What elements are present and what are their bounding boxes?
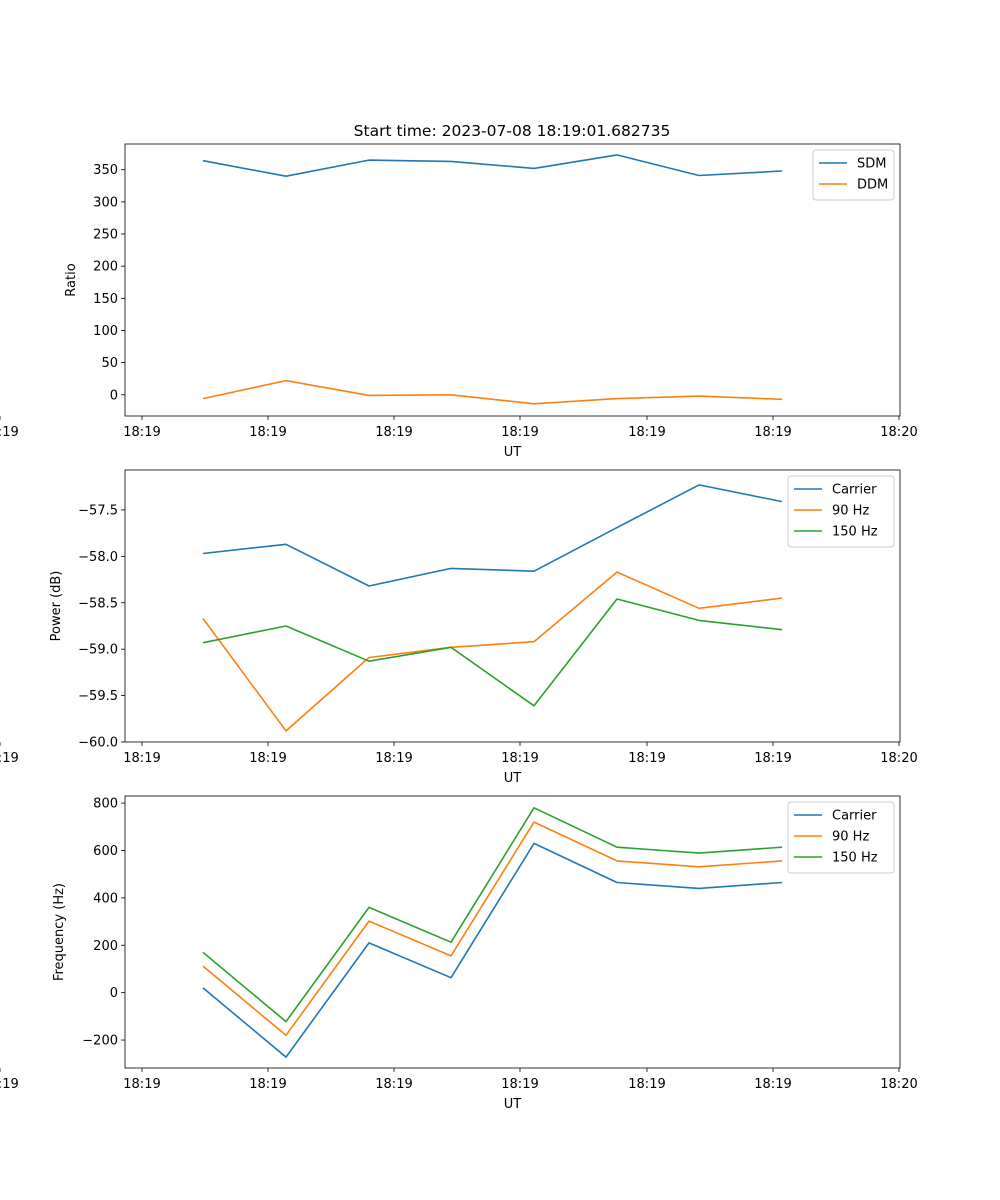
y-tick-label: 400 [93,891,118,906]
subplot-2: 18:19 18:19 18:19 18:19 18:19 18:19 18:19 18:20… [0,469,918,786]
y-tick-label: 0 [110,986,118,1001]
legend-label: Carrier [832,483,877,498]
series-line-150-hz [202,806,783,1023]
y-tick-label: 600 [93,844,118,859]
legend: Carrier 90 Hz 150 Hz [787,801,895,874]
axes-frame [124,469,901,743]
series-line-90-hz [202,571,783,732]
x-tick-label: 18:19 [249,751,286,766]
x-axis-label: UT [504,771,522,786]
subplot-1: 18:19 18:19 18:19 18:19 18:19 18:19 18:19 18:20… [0,143,918,460]
y-axis-label: Ratio [64,263,79,296]
x-tick-label: 18:20 [880,1077,917,1092]
series-line-carrier [202,484,783,587]
chart-title: Start time: 2023-07-08 18:19:01.682735 [354,122,671,140]
x-tick-label: 18:19 [628,1077,665,1092]
x-tick-label: 18:19 [375,1077,412,1092]
y-tick-label: −58.0 [78,550,118,565]
y-tick-label: −200 [82,1034,118,1049]
x-axis-label: UT [504,1097,522,1112]
y-tick-label: −57.5 [78,503,118,518]
legend: SDM DDM [812,149,895,201]
axes-frame [124,143,901,417]
x-tick-label: 18:20 [880,425,917,440]
x-tick-label: 18:19 [0,425,19,440]
y-tick-label: 100 [93,324,118,339]
axes-frame [124,795,901,1069]
x-tick-label: 18:19 [501,425,538,440]
legend-label: 90 Hz [832,504,869,519]
x-tick-label: 18:19 [754,751,791,766]
y-tick-label: 800 [93,797,118,812]
series-line-ddm [202,379,783,405]
x-tick-label: 18:19 [375,425,412,440]
y-tick-label: 350 [93,163,118,178]
y-tick-label: 300 [93,195,118,210]
legend-label: 150 Hz [832,851,878,866]
y-tick-label: −59.0 [78,643,118,658]
legend-label: Carrier [832,809,877,824]
y-tick-label: −58.5 [78,596,118,611]
y-tick-label: −59.5 [78,689,118,704]
y-tick-label: 0 [110,388,118,403]
legend-label: SDM [857,157,886,172]
x-tick-label: 18:19 [123,425,160,440]
x-tick-label: 18:19 [249,1077,286,1092]
y-tick-label: 200 [93,939,118,954]
y-tick-label: 200 [93,260,118,275]
x-tick-label: 18:19 [628,751,665,766]
y-tick-label: 150 [93,292,118,307]
x-tick-label: 18:19 [123,1077,160,1092]
subplot-3: 18:19 18:19 18:19 18:19 18:19 18:19 18:19 18:20… [0,795,918,1112]
y-axis-label: Power (dB) [49,571,64,642]
x-tick-label: 18:19 [0,1077,19,1092]
legend-frame [787,475,895,548]
x-tick-label: 18:19 [501,751,538,766]
legend-label: 150 Hz [832,525,878,540]
x-tick-label: 18:19 [628,425,665,440]
x-tick-label: 18:20 [880,751,917,766]
x-axis-label: UT [504,445,522,460]
legend-label: 90 Hz [832,830,869,845]
legend: Carrier 90 Hz 150 Hz [787,475,895,548]
x-tick-label: 18:19 [501,1077,538,1092]
x-tick-label: 18:19 [123,751,160,766]
y-tick-label: 50 [101,356,118,371]
legend-frame [787,801,895,874]
series-line-150-hz [202,598,783,707]
x-tick-label: 18:19 [754,425,791,440]
y-tick-label: −60.0 [78,736,118,751]
legend-label: DDM [857,178,888,193]
series-line-carrier [202,842,783,1058]
x-tick-label: 18:19 [249,425,286,440]
x-tick-label: 18:19 [754,1077,791,1092]
y-axis-label: Frequency (Hz) [52,883,67,981]
x-tick-label: 18:19 [375,751,412,766]
x-tick-label: 18:19 [0,751,19,766]
series-line-90-hz [202,821,783,1037]
plot-layer: 18:19 18:19 18:19 18:19 18:19 18:19 18:19 18:20… [0,143,918,1112]
series-line-sdm [202,154,783,177]
y-tick-label: 250 [93,228,118,243]
